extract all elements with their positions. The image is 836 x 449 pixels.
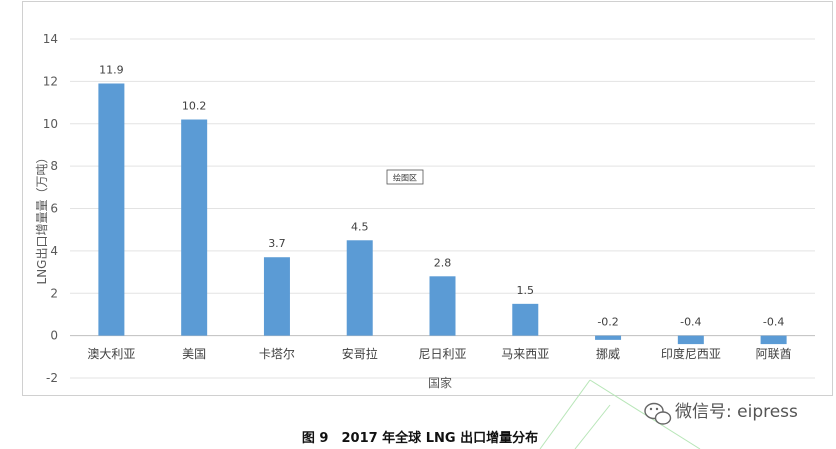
plot-area-tooltip: 绘图区 [386,169,424,185]
x-category-label: 卡塔尔 [259,346,295,361]
y-tick-label: 2 [50,286,58,300]
y-axis-title: LNG出口增量量（万吨） [35,152,49,285]
watermark-lines [539,379,701,449]
bar [595,335,622,340]
bar [98,83,125,336]
y-tick-label: 10 [43,117,58,131]
data-label: 4.5 [351,220,369,233]
x-axis-title: 国家 [428,375,452,390]
y-axis-ticks: 14 12 10 8 6 4 2 0 -2 [43,32,58,385]
y-tick-label: 4 [50,244,58,258]
y-tick-label: 14 [43,32,58,46]
x-category-label: 挪威 [596,347,620,361]
bar [181,119,208,336]
figure-caption: 图 9 2017 年全球 LNG 出口增量分布 [302,430,538,446]
x-category-label: 尼日利亚 [418,347,466,361]
data-label: 11.9 [99,63,124,76]
data-label: 2.8 [434,256,452,269]
wechat-watermark: 微信号: eipress [644,402,798,425]
data-label: 1.5 [517,284,535,297]
data-label: -0.2 [597,316,618,329]
data-label: 10.2 [182,100,207,113]
bar [512,303,539,336]
x-category-label: 澳大利亚 [87,347,135,361]
data-label: 3.7 [268,237,286,250]
y-tick-label: 8 [50,159,58,173]
bar [346,240,373,336]
bar [263,257,290,336]
data-label: -0.4 [680,316,701,329]
x-axis-categories: 澳大利亚 美国 卡塔尔 安哥拉 尼日利亚 马来西亚 挪威 印度尼西亚 阿联酋 [87,346,791,361]
x-category-label: 印度尼西亚 [661,346,721,361]
x-category-label: 美国 [182,347,206,361]
bar [760,335,787,345]
chart-area-border [22,1,833,396]
y-tick-label: 6 [50,202,58,216]
y-tick-label: -2 [46,371,58,385]
y-tick-label: 12 [43,74,58,88]
y-tick-label: 0 [50,329,58,343]
svg-text:微信号: eipress: 微信号: eipress [675,402,798,422]
wechat-icon [644,402,672,425]
x-category-label: 安哥拉 [342,346,378,361]
bar-series [98,83,787,345]
bar [677,335,704,345]
svg-text:绘图区: 绘图区 [393,173,417,183]
x-category-label: 马来西亚 [501,347,549,361]
x-category-label: 阿联酋 [756,346,792,361]
data-label: -0.4 [763,316,784,329]
bar [429,276,456,336]
data-labels: 11.9 10.2 3.7 4.5 2.8 1.5 -0.2 -0.4 -0.4 [99,63,784,328]
